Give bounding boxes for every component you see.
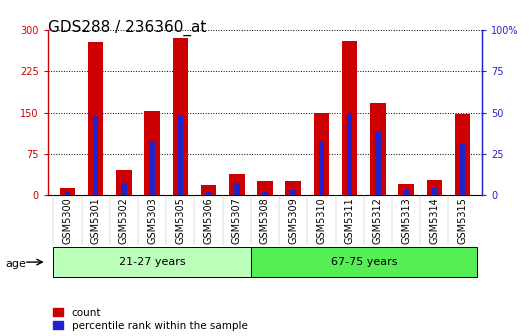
Bar	[460, 144, 465, 195]
Bar	[286, 181, 301, 195]
Text: GSM5302: GSM5302	[119, 198, 129, 244]
Bar	[116, 170, 131, 195]
Bar	[431, 188, 437, 195]
Text: 67-75 years: 67-75 years	[331, 257, 397, 267]
Bar	[88, 42, 103, 195]
Bar	[65, 193, 70, 195]
Bar	[262, 193, 268, 195]
Bar	[375, 132, 381, 195]
Text: GSM5300: GSM5300	[63, 198, 73, 244]
Text: GSM5306: GSM5306	[204, 198, 214, 244]
Bar	[342, 41, 357, 195]
Bar	[121, 183, 127, 195]
Bar	[144, 111, 160, 195]
Bar	[455, 114, 470, 195]
Bar	[399, 184, 414, 195]
Text: 21-27 years: 21-27 years	[119, 257, 186, 267]
Bar	[229, 174, 244, 195]
Bar	[403, 190, 409, 195]
Bar	[206, 193, 211, 195]
Bar	[370, 103, 386, 195]
Bar	[427, 179, 442, 195]
Text: GDS288 / 236360_at: GDS288 / 236360_at	[48, 20, 206, 36]
Bar	[173, 38, 188, 195]
Text: GSM5310: GSM5310	[316, 198, 326, 244]
Text: GSM5309: GSM5309	[288, 198, 298, 244]
Bar	[314, 113, 329, 195]
Text: GSM5307: GSM5307	[232, 198, 242, 244]
Bar	[257, 181, 273, 195]
FancyBboxPatch shape	[251, 247, 476, 277]
Text: GSM5308: GSM5308	[260, 198, 270, 244]
Bar	[201, 185, 216, 195]
Text: GSM5312: GSM5312	[373, 198, 383, 244]
Bar	[347, 113, 352, 195]
Bar	[178, 116, 183, 195]
Text: age: age	[5, 259, 26, 269]
Text: GSM5314: GSM5314	[429, 198, 439, 244]
Bar	[149, 140, 155, 195]
FancyBboxPatch shape	[54, 247, 251, 277]
Bar	[290, 190, 296, 195]
Bar	[234, 183, 240, 195]
Text: GSM5305: GSM5305	[175, 198, 186, 244]
Bar	[93, 116, 99, 195]
Text: GSM5303: GSM5303	[147, 198, 157, 244]
Bar	[60, 188, 75, 195]
Text: GSM5315: GSM5315	[457, 198, 467, 244]
Text: GSM5311: GSM5311	[344, 198, 355, 244]
Bar	[319, 142, 324, 195]
Text: GSM5301: GSM5301	[91, 198, 101, 244]
Text: GSM5313: GSM5313	[401, 198, 411, 244]
Legend: count, percentile rank within the sample: count, percentile rank within the sample	[53, 308, 248, 331]
